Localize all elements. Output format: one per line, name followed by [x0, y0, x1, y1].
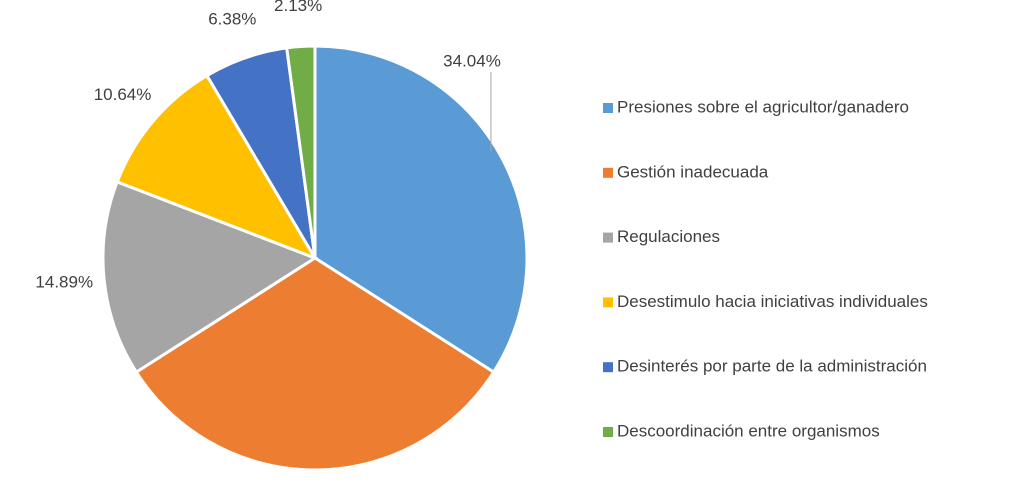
legend-swatch — [603, 232, 613, 243]
data-label: 6.38% — [208, 9, 256, 28]
legend-swatch — [603, 103, 613, 113]
data-label: 2.13% — [274, 0, 322, 15]
pie-slice — [285, 44, 317, 259]
legend-swatch — [603, 297, 613, 308]
legend-swatch — [603, 362, 613, 373]
legend-label: Regulaciones — [617, 227, 720, 246]
data-label: 34.04% — [443, 51, 501, 70]
legend-swatch — [603, 427, 613, 437]
legend-swatch — [603, 167, 613, 178]
pie-slice — [101, 179, 319, 375]
data-label: 10.64% — [94, 85, 152, 104]
pie-slice — [134, 256, 496, 472]
legend-label: Desinterés por parte de la administració… — [617, 357, 927, 376]
pie-slice — [115, 73, 319, 261]
legend-label: Desestimulo hacia iniciativas individual… — [617, 292, 928, 311]
legend-label: Presiones sobre el agricultor/ganadero — [617, 97, 909, 116]
legend-label: Gestión inadecuada — [617, 162, 769, 181]
data-label: 14.89% — [35, 273, 93, 292]
legend-label: Descoordinación entre organismos — [617, 421, 880, 440]
